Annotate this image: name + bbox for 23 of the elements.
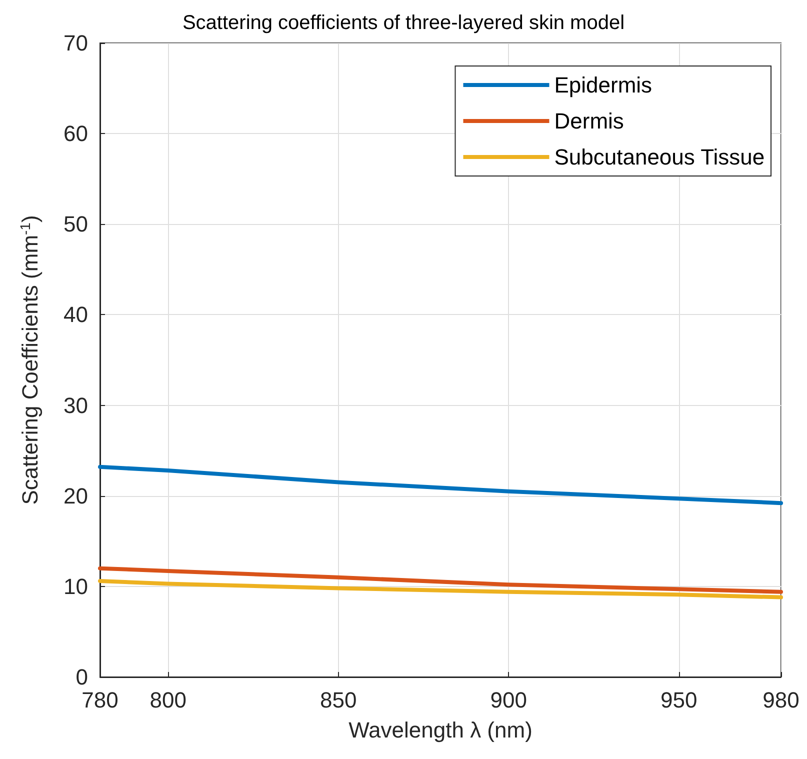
y-axis-title: Scattering Coefficients (mm-1) xyxy=(17,215,42,505)
line-series xyxy=(98,464,783,506)
x-tick-label: 980 xyxy=(762,688,800,712)
legend-label: Subcutaneous Tissue xyxy=(554,144,765,170)
legend-label: Dermis xyxy=(554,108,624,134)
line-series xyxy=(98,566,783,594)
x-tick-label: 800 xyxy=(150,688,186,712)
y-tick-label: 0 xyxy=(76,664,88,690)
y-tick-label: 40 xyxy=(64,302,88,328)
x-tick-label: 900 xyxy=(490,688,527,712)
line-series xyxy=(98,578,783,600)
y-tick-label: 60 xyxy=(64,121,88,146)
y-tick-label: 10 xyxy=(64,574,88,599)
x-axis-title: Wavelength λ (nm) xyxy=(348,718,532,742)
x-tick-label: 950 xyxy=(660,688,698,712)
y-tick-label: 70 xyxy=(64,30,88,56)
x-tick-label: 850 xyxy=(320,688,357,712)
chart-title: Scattering coefficients of three-layered skin model xyxy=(182,12,625,34)
legend-label: Epidermis xyxy=(554,72,652,98)
x-tick-label: 780 xyxy=(82,688,118,712)
y-tick-label: 30 xyxy=(64,392,88,418)
y-tick-label: 50 xyxy=(64,212,88,237)
y-tick-label: 20 xyxy=(64,483,88,508)
